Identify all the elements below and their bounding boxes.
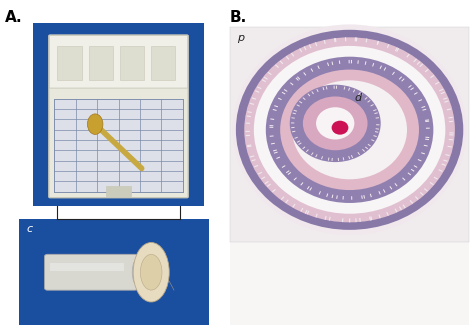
FancyBboxPatch shape: [49, 35, 188, 88]
Ellipse shape: [254, 46, 446, 214]
Bar: [54, 99, 183, 192]
Bar: [33, 23, 204, 206]
Bar: [50, 263, 124, 271]
Ellipse shape: [292, 80, 407, 179]
Ellipse shape: [140, 254, 162, 290]
Ellipse shape: [303, 97, 367, 150]
FancyBboxPatch shape: [45, 254, 137, 290]
Text: A.: A.: [5, 10, 22, 25]
Text: c: c: [26, 224, 32, 234]
Bar: [89, 46, 113, 80]
Bar: [57, 46, 82, 80]
Bar: [151, 46, 175, 80]
Bar: [119, 46, 144, 80]
Text: p: p: [237, 33, 244, 43]
Text: d: d: [355, 93, 362, 103]
Text: B.: B.: [230, 10, 247, 25]
Ellipse shape: [244, 37, 455, 222]
Ellipse shape: [132, 259, 144, 286]
Bar: [230, 27, 469, 242]
Ellipse shape: [266, 57, 433, 203]
Ellipse shape: [133, 242, 169, 302]
Bar: [106, 186, 131, 196]
Ellipse shape: [236, 30, 463, 230]
Bar: [19, 219, 209, 325]
FancyBboxPatch shape: [49, 35, 188, 198]
Ellipse shape: [87, 114, 103, 134]
Ellipse shape: [290, 85, 381, 162]
Bar: [230, 27, 469, 325]
Ellipse shape: [316, 107, 355, 139]
Ellipse shape: [232, 25, 467, 235]
Ellipse shape: [280, 70, 419, 190]
Ellipse shape: [332, 121, 348, 135]
